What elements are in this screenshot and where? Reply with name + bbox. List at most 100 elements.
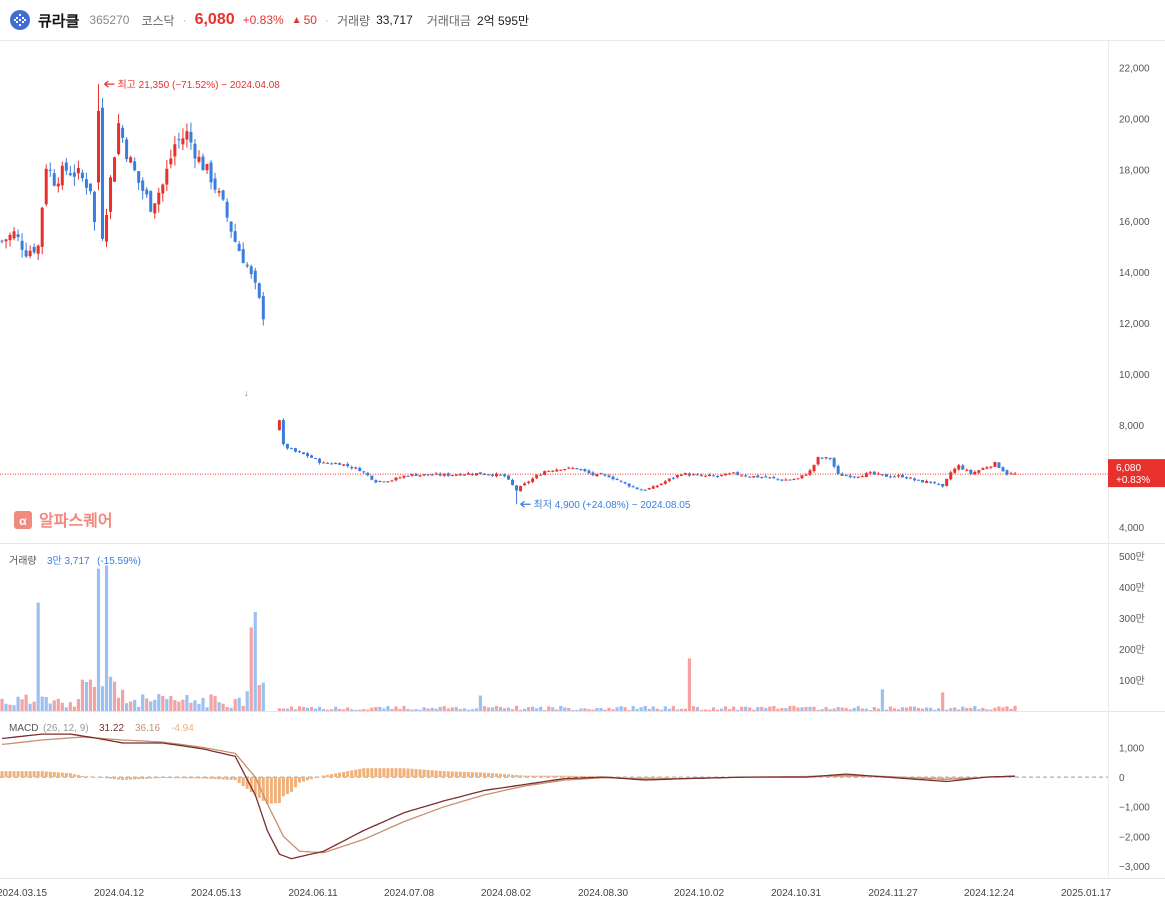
- candle-body: [872, 471, 876, 475]
- volume-bar: [627, 709, 631, 711]
- candle-body: [663, 481, 667, 484]
- volume-bar: [133, 699, 137, 711]
- macd-hist-bar: [450, 771, 454, 778]
- volume-bar: [679, 708, 683, 711]
- volume-bar: [506, 707, 511, 711]
- macd-hist-bar: [655, 777, 659, 778]
- volume-bar: [719, 708, 724, 711]
- volume-bar: [390, 709, 394, 711]
- candle-body: [225, 201, 229, 218]
- candle-body: [595, 473, 599, 476]
- candle-body: [611, 476, 615, 480]
- macd-hist-bar: [627, 777, 631, 778]
- candle-body: [603, 474, 607, 476]
- volume-bar: [683, 708, 687, 711]
- candle-body: [511, 479, 515, 486]
- volume-bar: [740, 706, 744, 711]
- candle-body: [892, 476, 896, 478]
- macd-hist-bar: [583, 776, 587, 778]
- macd-hist-bar: [92, 777, 96, 778]
- volume-bar: [229, 707, 233, 711]
- volume-bar: [12, 705, 16, 711]
- macd-hist-bar: [462, 771, 466, 778]
- volume-bar: [908, 706, 913, 711]
- volume-bar: [824, 707, 828, 711]
- candle-body: [712, 475, 716, 477]
- volume-bar: [916, 707, 921, 711]
- macd-hist-bar: [675, 777, 679, 778]
- candle-body: [370, 475, 374, 480]
- volume-bar: [197, 703, 201, 711]
- macd-hist-bar: [72, 774, 76, 778]
- candle-body: [820, 457, 824, 459]
- macd-hist-bar: [691, 777, 695, 778]
- volume-bar: [595, 708, 599, 711]
- separator-dot: ·: [324, 13, 329, 27]
- volume-bar: [663, 706, 667, 711]
- macd-hist-bar: [237, 777, 241, 784]
- macd-line: [1, 733, 1016, 860]
- volume-bar: [667, 708, 671, 711]
- volume-bar: [56, 698, 60, 711]
- macd-hist-bar: [378, 768, 382, 778]
- candle-body: [840, 473, 844, 476]
- volume-bar: [752, 709, 756, 711]
- candle-body: [249, 266, 253, 275]
- volume-bar: [338, 708, 342, 711]
- macd-hist-bar: [860, 776, 864, 778]
- volume-legend-value: 3만 3,717: [47, 555, 90, 567]
- candle-body: [498, 474, 502, 476]
- macd-hist-bar: [848, 775, 852, 778]
- macd-hist-bar: [466, 772, 470, 778]
- candle-body: [217, 191, 221, 193]
- x-tick-label: 2024.10.02: [674, 888, 724, 899]
- x-tick-label: 2024.06.11: [288, 888, 338, 899]
- candle-body: [442, 473, 446, 476]
- candle-body: [667, 478, 671, 481]
- volume-bar: [382, 708, 386, 711]
- macd-hist-bar: [221, 777, 225, 780]
- candle-body: [137, 171, 141, 183]
- stock-name[interactable]: 큐라클: [38, 12, 80, 30]
- macd-hist-bar: [418, 769, 422, 778]
- low-annotation-text: 최저 4,900 (+24.08%) − 2024.08.05: [534, 499, 691, 511]
- volume-bar: [788, 706, 792, 711]
- candle-body: [185, 131, 189, 140]
- candle-body: [816, 457, 820, 465]
- volume-bar: [414, 709, 418, 711]
- candle-body: [149, 191, 153, 212]
- volume-bar: [756, 707, 760, 711]
- candle-body: [109, 177, 113, 212]
- candle-body: [997, 462, 1001, 468]
- macd-hist-bar: [374, 768, 378, 778]
- macd-hist-bar: [410, 768, 414, 778]
- candle-body: [832, 458, 836, 467]
- candle-body: [314, 458, 318, 460]
- volume-bar: [659, 709, 663, 711]
- candle-body: [587, 470, 591, 474]
- volume-bar: [531, 706, 535, 711]
- candle-body: [113, 157, 117, 182]
- candle-body: [0, 240, 4, 242]
- volume-bar: [44, 697, 48, 711]
- volume-bar: [20, 699, 24, 711]
- macd-hist-bar: [16, 771, 20, 778]
- current-price: 6,080: [194, 11, 235, 28]
- macd-hist-bar: [623, 777, 627, 778]
- macd-hist-bar: [667, 777, 671, 778]
- volume-bar: [675, 709, 679, 711]
- volume-bar: [840, 707, 844, 711]
- macd-hist-bar: [185, 777, 189, 779]
- macd-hist-bar: [386, 768, 390, 778]
- macd-hist-bar: [527, 775, 531, 778]
- macd-hist-bar: [350, 770, 354, 778]
- volume-bar: [430, 707, 434, 711]
- macd-hist-bar: [402, 768, 406, 778]
- macd-legend-hist: -4.94: [171, 723, 194, 734]
- candle-body: [868, 472, 872, 474]
- candle-body: [905, 477, 908, 479]
- macd-hist-bar: [535, 775, 539, 778]
- volume-bar: [559, 706, 563, 711]
- volume-bar: [165, 699, 169, 711]
